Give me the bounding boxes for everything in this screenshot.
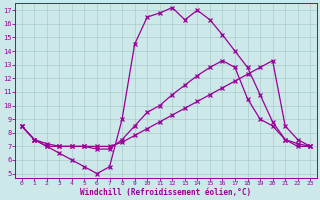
X-axis label: Windchill (Refroidissement éolien,°C): Windchill (Refroidissement éolien,°C) <box>80 188 252 197</box>
